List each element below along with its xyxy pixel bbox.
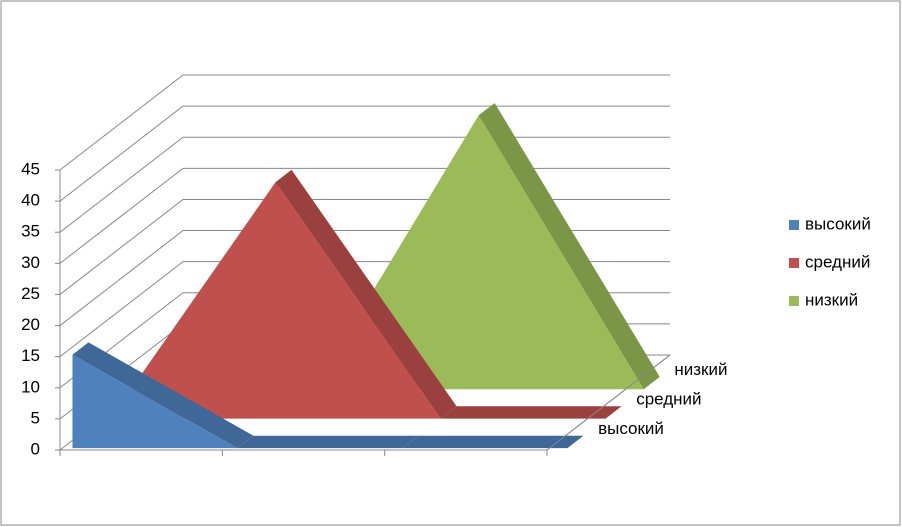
area	[72, 354, 568, 449]
y-tick-label: 40	[21, 191, 40, 210]
y-tick-label: 25	[21, 284, 40, 303]
y-tick-label: 30	[21, 253, 40, 272]
y-tick-label: 45	[21, 159, 40, 178]
depth-axis-label: высокий	[598, 419, 664, 438]
legend-label: низкий	[805, 290, 858, 309]
legend-label: высокий	[805, 214, 871, 233]
y-tick-label: 35	[21, 222, 40, 241]
y-tick-label: 20	[21, 315, 40, 334]
depth-axis-label: средний	[636, 389, 701, 408]
grid-line	[59, 74, 670, 171]
depth-axis-label: низкий	[674, 360, 727, 379]
area-depth	[402, 435, 584, 449]
legend-swatch	[789, 296, 799, 306]
legend-swatch	[789, 258, 799, 268]
legend-label: средний	[805, 252, 870, 271]
y-tick-label: 5	[31, 408, 40, 427]
area-depth	[237, 435, 419, 449]
y-tick-label: 0	[31, 439, 40, 458]
area-depth	[478, 103, 660, 390]
area-depth	[275, 169, 457, 419]
area-depth	[440, 406, 622, 419]
area	[148, 115, 644, 390]
depth-axis	[546, 354, 671, 451]
legend-swatch	[789, 220, 799, 230]
y-tick-label: 10	[21, 377, 40, 396]
y-tick-label: 15	[21, 346, 40, 365]
area	[110, 182, 606, 419]
grid-line	[59, 105, 670, 202]
area-depth	[72, 342, 254, 449]
